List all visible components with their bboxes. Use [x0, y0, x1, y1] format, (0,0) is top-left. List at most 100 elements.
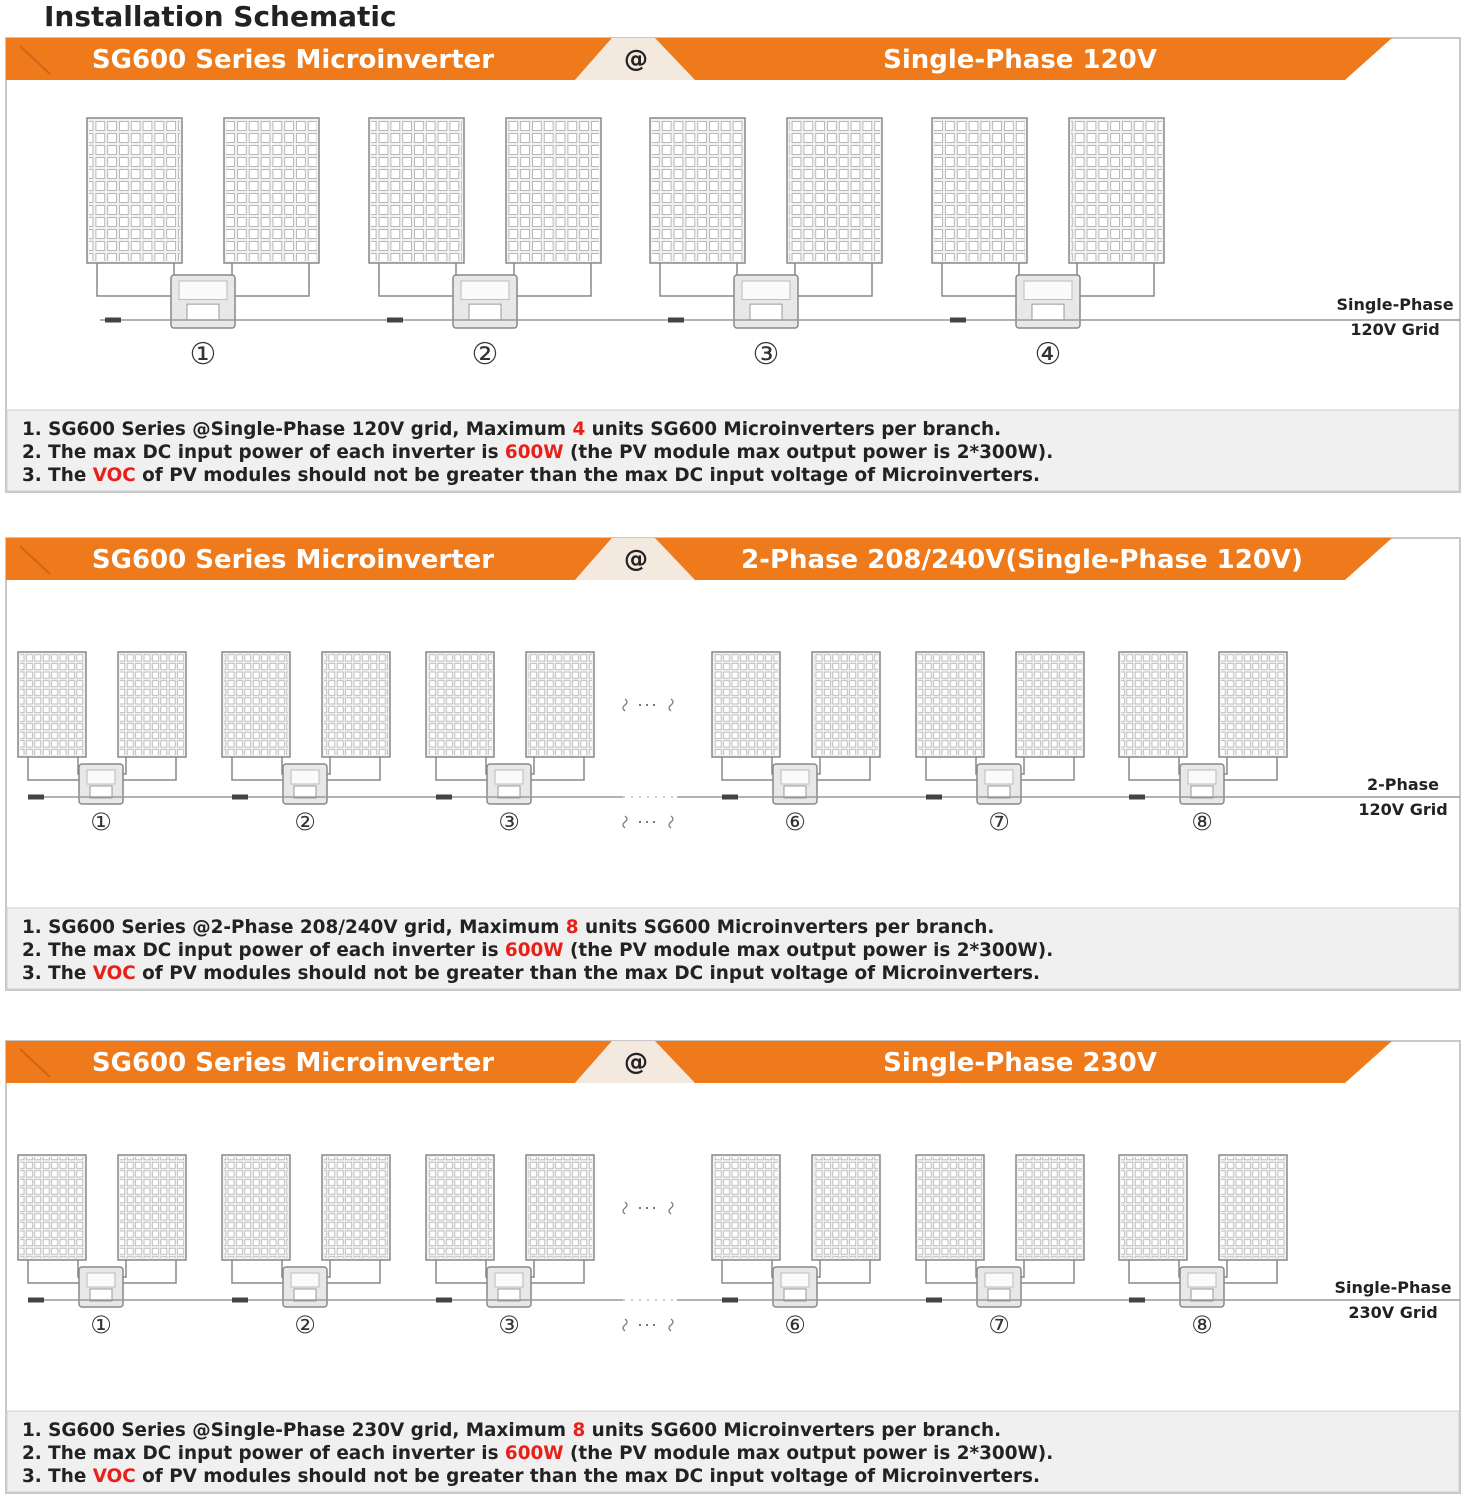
- header-band-right: [655, 1041, 1392, 1083]
- note-highlight: VOC: [93, 963, 136, 984]
- notes-box: [6, 409, 1460, 492]
- dc-wire: [378, 263, 453, 297]
- unit-number: ②: [294, 808, 316, 836]
- note-line: 1. SG600 Series @2-Phase 208/240V grid, …: [22, 917, 994, 938]
- pv-cells: [1018, 654, 1082, 755]
- unit-number: ①: [90, 1311, 112, 1339]
- header-right: Single-Phase 230V: [883, 1048, 1157, 1078]
- pv-cells: [508, 120, 599, 261]
- pv-cells: [918, 654, 982, 755]
- dc-wire: [327, 757, 331, 775]
- inverter-window: [468, 303, 502, 321]
- pv-cells: [652, 120, 743, 261]
- inverter-window: [783, 1288, 807, 1302]
- note-text: units SG600 Microinverters per branch.: [585, 1420, 1001, 1441]
- inverter-label-plate: [86, 769, 116, 785]
- inverter-label-plate: [460, 280, 510, 301]
- pv-cells: [324, 654, 388, 755]
- note-text: 1. SG600 Series @Single-Phase 120V grid,…: [22, 419, 572, 440]
- inverter-label-plate: [494, 1272, 524, 1288]
- inverter-window: [293, 785, 317, 799]
- unit-number: ①: [190, 337, 217, 372]
- pv-cells: [1071, 120, 1162, 261]
- inverter-window: [1031, 303, 1065, 321]
- dc-wire: [435, 757, 487, 781]
- dc-wire: [435, 1260, 487, 1284]
- pv-cells: [20, 654, 84, 755]
- inverter-label-plate: [780, 1272, 810, 1288]
- note-highlight: VOC: [93, 1466, 136, 1487]
- note-text: 1. SG600 Series @2-Phase 208/240V grid, …: [22, 917, 566, 938]
- ac-connector: [232, 794, 248, 800]
- dc-wire: [817, 1260, 871, 1284]
- header-accent: [19, 45, 51, 75]
- dc-wire: [1021, 1260, 1075, 1284]
- dc-wire: [1128, 1260, 1180, 1284]
- dc-wire: [327, 1260, 381, 1284]
- note-line: 3. The VOC of PV modules should not be g…: [22, 1466, 1040, 1487]
- notes-box: [6, 907, 1460, 990]
- header-accent: [19, 1048, 51, 1078]
- dc-wire: [1021, 1260, 1025, 1278]
- dc-wire: [327, 757, 381, 781]
- dc-wire: [721, 1260, 773, 1284]
- pv-cells: [224, 1157, 288, 1258]
- note-text: 3. The: [22, 1466, 93, 1487]
- pv-cells: [120, 1157, 184, 1258]
- note-line: 3. The VOC of PV modules should not be g…: [22, 963, 1040, 984]
- pv-cells: [428, 654, 492, 755]
- pv-cells: [324, 1157, 388, 1258]
- ac-connector: [1129, 794, 1145, 800]
- inverter-label-plate: [984, 769, 1014, 785]
- note-text: units SG600 Microinverters per branch.: [579, 917, 995, 938]
- dc-wire: [27, 757, 79, 781]
- pv-cells: [1121, 654, 1185, 755]
- unit-number: ⑦: [988, 1311, 1010, 1339]
- ellipsis-mark: [622, 1201, 674, 1215]
- ellipsis-mark: [622, 698, 674, 712]
- note-line: 1. SG600 Series @Single-Phase 120V grid,…: [22, 419, 1001, 440]
- inverter-label-plate: [290, 769, 320, 785]
- dc-wire: [327, 1260, 331, 1278]
- unit-number: ③: [753, 337, 780, 372]
- ac-connector: [668, 317, 684, 323]
- dc-wire: [1080, 263, 1155, 297]
- dc-wire: [1224, 1260, 1278, 1284]
- inverter-window: [1190, 1288, 1214, 1302]
- inverter-label-plate: [741, 280, 791, 301]
- inverter-label-plate: [290, 1272, 320, 1288]
- ac-connector: [950, 317, 966, 323]
- page-title: Installation Schematic: [44, 0, 397, 33]
- unit-number: ②: [472, 337, 499, 372]
- inverter-window: [987, 1288, 1011, 1302]
- note-text: 2. The max DC input power of each invert…: [22, 940, 505, 961]
- dc-wire: [1224, 1260, 1228, 1278]
- header-at: @: [624, 545, 648, 573]
- inverter-label-plate: [984, 1272, 1014, 1288]
- ac-connector: [926, 1297, 942, 1303]
- pv-cells: [528, 654, 592, 755]
- note-highlight: 600W: [505, 1443, 564, 1464]
- note-line: 3. The VOC of PV modules should not be g…: [22, 465, 1040, 486]
- dc-wire: [925, 1260, 977, 1284]
- note-text: (the PV module max output power is 2*300…: [564, 1443, 1054, 1464]
- header-band-right: [655, 538, 1392, 580]
- inverter-window: [749, 303, 783, 321]
- ellipsis-mark: [622, 815, 674, 829]
- grid-label: Single-Phase: [1336, 295, 1453, 314]
- inverter-label-plate: [780, 769, 810, 785]
- dc-wire: [798, 263, 873, 297]
- pv-cells: [1221, 654, 1285, 755]
- header-at: @: [624, 1048, 648, 1076]
- grid-label: 230V Grid: [1348, 1303, 1437, 1322]
- unit-number: ⑦: [988, 808, 1010, 836]
- ac-connector: [722, 794, 738, 800]
- inverter-label-plate: [178, 280, 228, 301]
- dc-wire: [659, 263, 734, 297]
- dc-wire: [817, 757, 821, 775]
- grid-label: 120V Grid: [1358, 800, 1447, 819]
- pv-cells: [1121, 1157, 1185, 1258]
- inverter-window: [89, 785, 113, 799]
- pv-cells: [1018, 1157, 1082, 1258]
